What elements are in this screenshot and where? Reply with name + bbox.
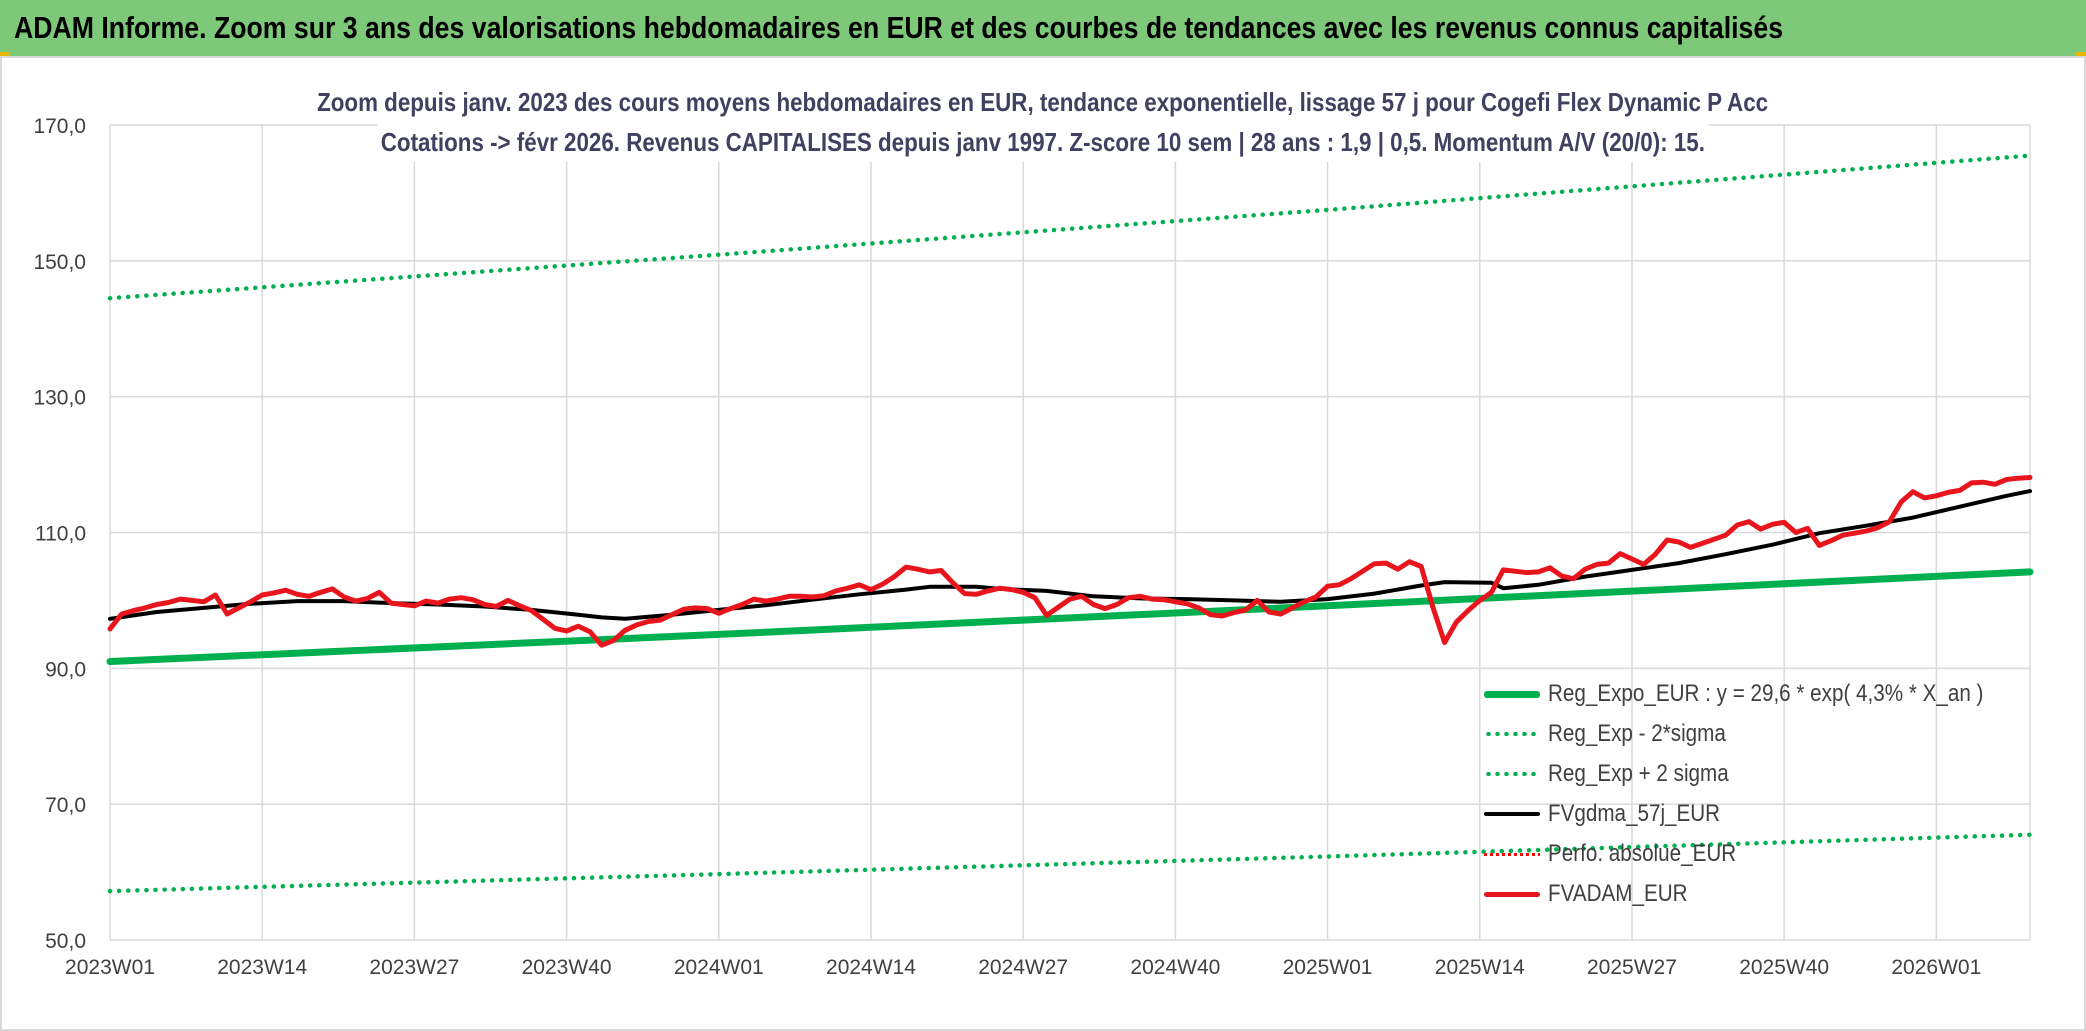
- x-tick-label: 2023W27: [369, 956, 459, 979]
- report-banner: ADAM Informe. Zoom sur 3 ans des valoris…: [0, 0, 2086, 56]
- legend-item: FVgdma_57j_EUR: [1484, 794, 2024, 834]
- x-tick-label: 2025W01: [1283, 956, 1373, 979]
- corner-marker-left: [0, 52, 10, 57]
- chart-title-line-1: Zoom depuis janv. 2023 des cours moyens …: [314, 82, 1772, 122]
- legend-swatch: [1484, 852, 1540, 856]
- reg-expo-line: [106, 568, 2034, 665]
- x-tick-label: 2024W14: [826, 956, 916, 979]
- legend-label: Reg_Exp - 2*sigma: [1548, 720, 1726, 747]
- chart-frame: [0, 56, 2086, 1031]
- legend-swatch: [1484, 732, 1540, 736]
- legend-label: FVgdma_57j_EUR: [1548, 800, 1721, 827]
- legend-item: FVADAM_EUR: [1484, 874, 2024, 914]
- x-tick-label: 2023W14: [217, 956, 307, 979]
- legend-item: Reg_Exp + 2 sigma: [1484, 754, 2024, 794]
- y-tick-label: 150,0: [33, 251, 86, 274]
- legend-swatch: [1484, 891, 1540, 897]
- y-tick-label: 50,0: [45, 930, 86, 953]
- fvadam-line: [107, 475, 2033, 648]
- legend-item: Perfo. absolue_EUR: [1484, 834, 2024, 874]
- x-tick-label: 2023W01: [65, 956, 155, 979]
- report-title: ADAM Informe. Zoom sur 3 ans des valoris…: [14, 10, 1784, 45]
- x-tick-label: 2024W27: [978, 956, 1068, 979]
- x-tick-label: 2023W40: [522, 956, 612, 979]
- y-tick-label: 90,0: [45, 658, 86, 681]
- y-tick-label: 130,0: [33, 387, 86, 410]
- corner-marker-right: [2076, 52, 2086, 57]
- legend-item: Reg_Exp - 2*sigma: [1484, 714, 2024, 754]
- legend-swatch: [1484, 812, 1540, 816]
- y-tick-label: 110,0: [35, 523, 86, 546]
- x-tick-label: 2024W01: [674, 956, 764, 979]
- legend-label: Reg_Exp + 2 sigma: [1548, 760, 1729, 787]
- x-tick-label: 2025W40: [1739, 956, 1829, 979]
- gdma-57j-line: [108, 489, 2032, 621]
- legend-swatch: [1484, 772, 1540, 776]
- legend-label: Reg_Expo_EUR : y = 29,6 * exp( 4,3% * X_…: [1548, 680, 1984, 707]
- x-tick-label: 2025W27: [1587, 956, 1677, 979]
- legend-swatch: [1484, 690, 1540, 698]
- legend-item: Reg_Expo_EUR : y = 29,6 * exp( 4,3% * X_…: [1484, 674, 2024, 714]
- y-tick-label: 170,0: [33, 115, 86, 138]
- y-tick-label: 70,0: [45, 794, 86, 817]
- reg-plus-2sigma-line: [107, 153, 2033, 301]
- x-tick-label: 2025W14: [1435, 956, 1525, 979]
- x-tick-label: 2026W01: [1891, 956, 1981, 979]
- legend-label: FVADAM_EUR: [1548, 880, 1688, 907]
- chart-title-line-2: Cotations -> févr 2026. Revenus CAPITALI…: [377, 122, 1709, 162]
- chart-title: Zoom depuis janv. 2023 des cours moyens …: [0, 82, 2086, 162]
- legend-label: Perfo. absolue_EUR: [1548, 840, 1737, 867]
- chart-legend: Reg_Expo_EUR : y = 29,6 * exp( 4,3% * X_…: [1484, 674, 2024, 914]
- x-tick-label: 2024W40: [1130, 956, 1220, 979]
